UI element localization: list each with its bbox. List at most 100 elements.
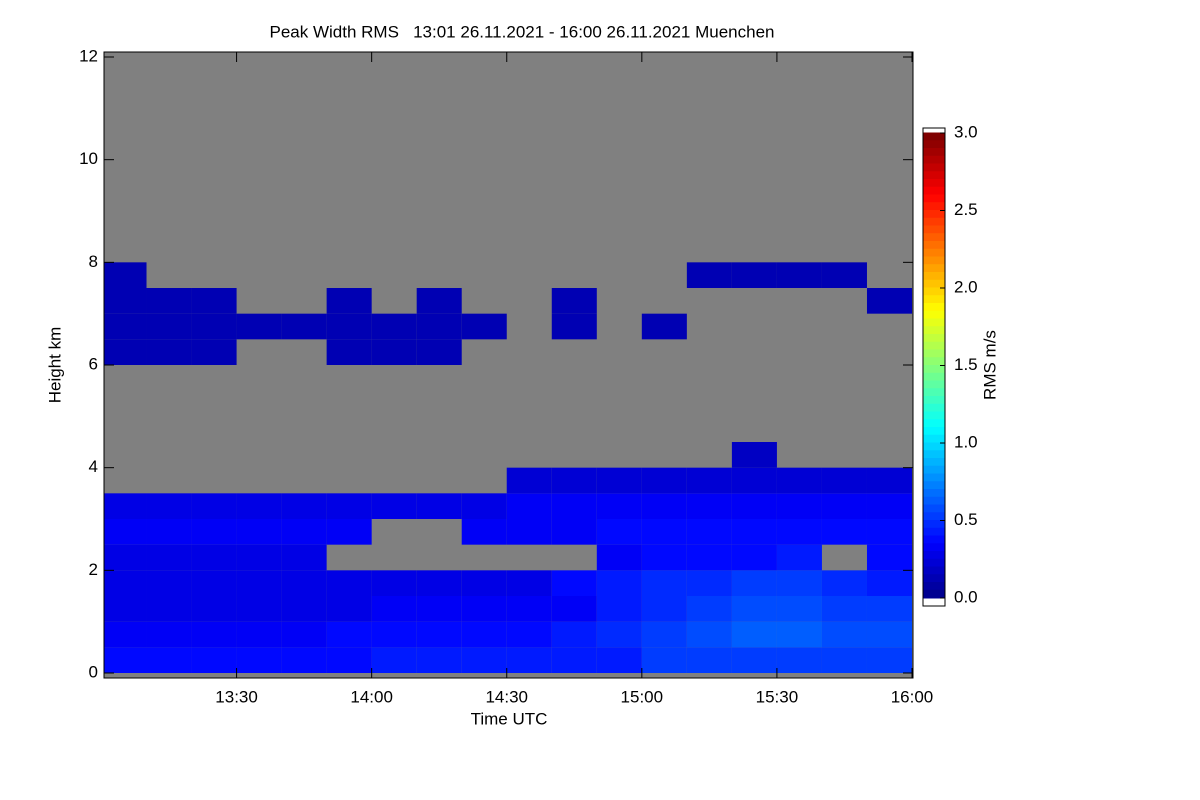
colorbar-segment <box>923 450 945 459</box>
colorbar-tick-label: 0.0 <box>954 587 978 606</box>
heatmap-cell <box>686 621 732 648</box>
heatmap-cell <box>326 570 372 596</box>
y-tick-label: 0 <box>89 662 98 681</box>
heatmap-cell <box>506 467 552 494</box>
colorbar-segment <box>923 186 945 196</box>
x-tick-label: 14:00 <box>350 687 393 706</box>
x-tick-label: 15:00 <box>621 687 664 706</box>
colorbar-segment <box>923 380 945 390</box>
heatmap-cell <box>326 621 372 648</box>
chart-title: Peak Width RMS 13:01 26.11.2021 - 16:00 … <box>270 22 775 41</box>
colorbar-segment <box>923 310 945 320</box>
heatmap-cell <box>371 596 417 622</box>
colorbar-segment <box>923 403 945 413</box>
colorbar-segment <box>923 512 945 521</box>
heatmap-cell <box>146 519 192 545</box>
heatmap-cell <box>596 467 642 494</box>
colorbar-segment <box>923 442 945 452</box>
colorbar-segment <box>923 264 945 273</box>
colorbar-segment <box>923 372 945 382</box>
heatmap-cell <box>686 596 732 622</box>
heatmap-cell <box>506 621 552 648</box>
heatmap-cell <box>866 647 913 673</box>
heatmap-cell <box>191 621 237 648</box>
heatmap-cell <box>731 262 777 288</box>
heatmap-cell <box>686 647 732 673</box>
heatmap-cell <box>416 313 462 340</box>
colorbar-segment <box>923 349 945 359</box>
heatmap-cell <box>416 647 462 673</box>
colorbar-segment <box>923 388 945 397</box>
colorbar-segment <box>923 520 945 529</box>
heatmap-cell <box>866 467 913 494</box>
heatmap-cell <box>641 570 687 596</box>
heatmap-cell <box>461 647 507 673</box>
colorbar-segment <box>923 295 945 304</box>
heatmap-cell <box>776 262 822 288</box>
heatmap-cell <box>866 519 913 545</box>
heatmap-cell <box>596 596 642 622</box>
heatmap-cell <box>596 647 642 673</box>
heatmap-cell <box>596 493 642 519</box>
heatmap-cell <box>506 647 552 673</box>
colorbar-segment <box>923 434 945 444</box>
heatmap-cell <box>416 339 462 365</box>
heatmap-cell <box>776 621 822 648</box>
heatmap-cell <box>326 519 372 545</box>
y-tick-label: 10 <box>79 149 98 168</box>
heatmap-cell <box>104 570 147 596</box>
heatmap-cell <box>866 621 913 648</box>
colorbar-segment <box>923 396 945 405</box>
heatmap-cell <box>686 544 732 571</box>
y-tick-label: 2 <box>89 560 98 579</box>
heatmap-cell <box>104 493 147 519</box>
heatmap-cell <box>551 519 597 545</box>
heatmap-cell <box>551 313 597 340</box>
heatmap-cell <box>416 621 462 648</box>
colorbar-segment <box>923 481 945 490</box>
colorbar-segment <box>923 589 945 599</box>
heatmap-cell <box>596 519 642 545</box>
heatmap-cell <box>191 493 237 519</box>
colorbar-segment <box>923 132 945 142</box>
heatmap-cell <box>866 544 913 571</box>
heatmap-cell <box>461 621 507 648</box>
x-tick-label: 16:00 <box>891 687 934 706</box>
colorbar-segment <box>923 287 945 297</box>
colorbar-segment <box>923 574 945 583</box>
heatmap-cell <box>506 519 552 545</box>
heatmap-cell <box>641 621 687 648</box>
colorbar-segment <box>923 473 945 483</box>
heatmap-cell <box>104 313 147 340</box>
heatmap-cell <box>641 467 687 494</box>
colorbar-segment <box>923 202 945 211</box>
colorbar-segment <box>923 155 945 165</box>
colorbar-segment <box>923 217 945 227</box>
heatmap-cell <box>776 519 822 545</box>
colorbar-frame <box>922 127 946 607</box>
heatmap-cell <box>776 493 822 519</box>
heatmap-cell <box>686 570 732 596</box>
colorbar-segment <box>923 171 945 180</box>
heatmap-cell <box>146 544 192 571</box>
heatmap-cell <box>281 647 327 673</box>
colorbar-segment <box>923 140 945 149</box>
heatmap-cell <box>281 493 327 519</box>
heatmap-cell <box>641 519 687 545</box>
colorbar-tick-label: 1.5 <box>954 355 978 374</box>
heatmap-cell <box>821 467 867 494</box>
heatmap-cell <box>236 621 282 648</box>
heatmap-cell <box>821 262 867 288</box>
heatmap-cell <box>641 313 687 340</box>
heatmap-cell <box>281 313 327 340</box>
heatmap-cell <box>731 544 777 571</box>
colorbar-segment <box>923 248 945 258</box>
colorbar-segment <box>923 233 945 242</box>
heatmap-cell <box>191 313 237 340</box>
heatmap-cell <box>551 647 597 673</box>
heatmap-cell <box>191 288 237 314</box>
heatmap-cell <box>281 596 327 622</box>
heatmap-cell <box>146 339 192 365</box>
heatmap-cell <box>236 596 282 622</box>
heatmap-cell <box>731 647 777 673</box>
